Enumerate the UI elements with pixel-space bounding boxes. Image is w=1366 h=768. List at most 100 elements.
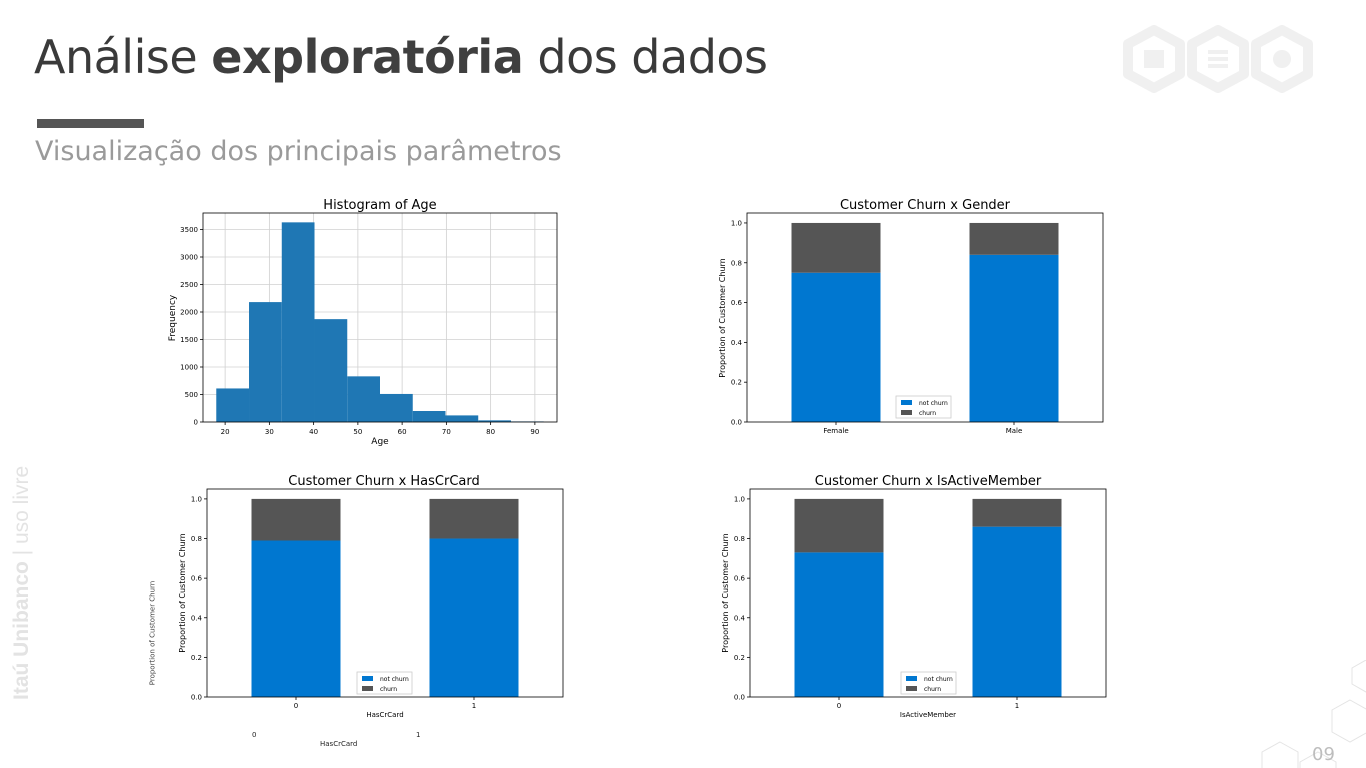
- y-tick-label: 0.6: [734, 575, 746, 583]
- y-tick-label: 0.2: [731, 379, 742, 387]
- x-tick-label: 40: [309, 428, 318, 436]
- y-axis-label: Proportion of Customer Churn: [178, 533, 187, 652]
- y-tick-label: 2000: [180, 309, 198, 317]
- y-tick-label: 0.8: [734, 535, 745, 543]
- histogram-bar: [445, 415, 479, 422]
- x-ticks: Female Male: [823, 422, 1022, 435]
- legend-label-churn: churn: [919, 410, 936, 417]
- y-tick-label: 0.8: [731, 259, 742, 267]
- stacked-bars: [791, 222, 1059, 422]
- legend-label-not-churn: not churn: [919, 400, 948, 407]
- title-bold-part: exploratória: [211, 30, 524, 84]
- y-ticks: 0.0 0.2 0.4 0.6 0.8 1.0: [734, 495, 750, 702]
- y-tick-label: 0.4: [734, 614, 746, 622]
- histogram-bar: [380, 393, 413, 422]
- histogram-bar: [412, 411, 446, 422]
- ghost-axis-xlabel: HasCrCard: [320, 740, 358, 748]
- plot-frame: [746, 212, 1104, 423]
- x-tick-label: 50: [353, 428, 362, 436]
- plot-frame: [202, 212, 558, 423]
- y-ticks: 0.0 0.2 0.4 0.6 0.8 1.0: [731, 219, 747, 427]
- stacked-bars: [251, 498, 519, 697]
- bar-segment-churn: [429, 498, 519, 539]
- bar-segment-not-churn: [972, 526, 1062, 697]
- histogram-bar: [478, 420, 511, 422]
- chart-title: Customer Churn x HasCrCard: [288, 474, 480, 489]
- x-tick-label: 60: [398, 428, 407, 436]
- churn-by-hascrcard-chart: Customer Churn x HasCrCard 0 1 0.0 0.2 0.4 0…: [178, 474, 564, 719]
- bar-segment-churn: [251, 498, 341, 541]
- x-tick-label: Female: [823, 427, 848, 435]
- bar-segment-not-churn: [429, 538, 519, 697]
- legend-swatch-churn: [901, 410, 912, 415]
- corner-hex-decoration: [1261, 660, 1366, 768]
- legend: not churn churn: [895, 395, 952, 419]
- ghost-axis-ylabel: Proportion of Customer Churn: [148, 580, 157, 686]
- legend: not churn churn: [900, 671, 957, 695]
- histogram-bar: [281, 222, 315, 422]
- x-ticks: 20 30 40 50 60 70 80 90: [221, 422, 539, 436]
- stacked-bars: [794, 498, 1062, 697]
- side-watermark-label: Itaú Unibanco | uso livre: [10, 466, 34, 700]
- ghost-axis-tick-0: 0: [252, 731, 257, 739]
- bar-segment-not-churn: [791, 272, 881, 422]
- bar-segment-churn: [794, 498, 884, 553]
- y-tick-label: 0.4: [191, 614, 203, 622]
- y-tick-label: 0.6: [191, 575, 203, 583]
- x-tick-label: 0: [837, 702, 841, 710]
- legend-swatch-churn: [362, 686, 373, 691]
- side-label-bold: Itaú Unibanco: [10, 561, 33, 700]
- y-ticks: 0.0 0.2 0.4 0.6 0.8 1.0: [191, 495, 207, 702]
- plot-frame: [206, 488, 564, 698]
- y-tick-label: 1000: [180, 364, 198, 372]
- x-axis-label: HasCrCard: [366, 711, 403, 719]
- x-tick-label: Male: [1006, 427, 1023, 435]
- x-tick-label: 80: [486, 428, 495, 436]
- y-tick-label: 1500: [180, 336, 198, 344]
- age-histogram-chart: Histogram of Age 20 30 40 50 60 70 80 90 0 500 10…: [168, 198, 558, 447]
- y-tick-label: 2500: [180, 281, 198, 289]
- chart-title: Histogram of Age: [323, 198, 436, 213]
- histogram-bar: [314, 319, 348, 422]
- bar-segment-not-churn: [251, 540, 341, 697]
- y-tick-label: 1.0: [734, 495, 745, 503]
- legend: not churn churn: [356, 671, 413, 695]
- y-tick-label: 0: [194, 419, 198, 427]
- y-tick-label: 0.2: [191, 654, 202, 662]
- legend-label-churn: churn: [380, 686, 397, 693]
- side-label-light: | uso livre: [10, 465, 33, 562]
- chart-title: Customer Churn x Gender: [840, 198, 1011, 213]
- bar-segment-churn: [791, 222, 881, 273]
- y-axis-label: Proportion of Customer Churn: [721, 533, 730, 652]
- y-tick-label: 0.6: [731, 299, 743, 307]
- y-axis-label: Proportion of Customer Churn: [718, 258, 727, 377]
- y-tick-label: 0.2: [734, 654, 745, 662]
- bar-segment-not-churn: [969, 254, 1059, 422]
- title-part-2: dos dados: [523, 30, 768, 84]
- x-tick-label: 1: [1015, 702, 1019, 710]
- chart-title: Customer Churn x IsActiveMember: [815, 474, 1042, 489]
- x-tick-label: 1: [472, 702, 476, 710]
- bar-segment-churn: [972, 498, 1062, 527]
- x-tick-label: 0: [294, 702, 298, 710]
- slide-subtitle: Visualização dos principais parâmetros: [35, 136, 562, 167]
- company-logo: [1123, 25, 1313, 93]
- ghost-axis-tick-1: 1: [416, 731, 421, 739]
- y-axis-label: Frequency: [168, 294, 178, 341]
- title-part-1: Análise: [34, 30, 212, 84]
- y-tick-label: 0.8: [191, 535, 202, 543]
- bar-segment-not-churn: [794, 552, 884, 697]
- legend-swatch-churn: [906, 686, 917, 691]
- legend-label-churn: churn: [924, 686, 941, 693]
- legend-swatch-not-churn: [901, 400, 912, 405]
- y-tick-label: 1.0: [731, 219, 742, 227]
- y-tick-label: 0.4: [731, 339, 743, 347]
- histogram-bars: [216, 222, 544, 422]
- y-tick-label: 500: [185, 391, 198, 399]
- x-tick-label: 70: [442, 428, 451, 436]
- y-tick-label: 0.0: [191, 694, 202, 702]
- histogram-bar: [249, 302, 282, 422]
- legend-label-not-churn: not churn: [924, 676, 953, 683]
